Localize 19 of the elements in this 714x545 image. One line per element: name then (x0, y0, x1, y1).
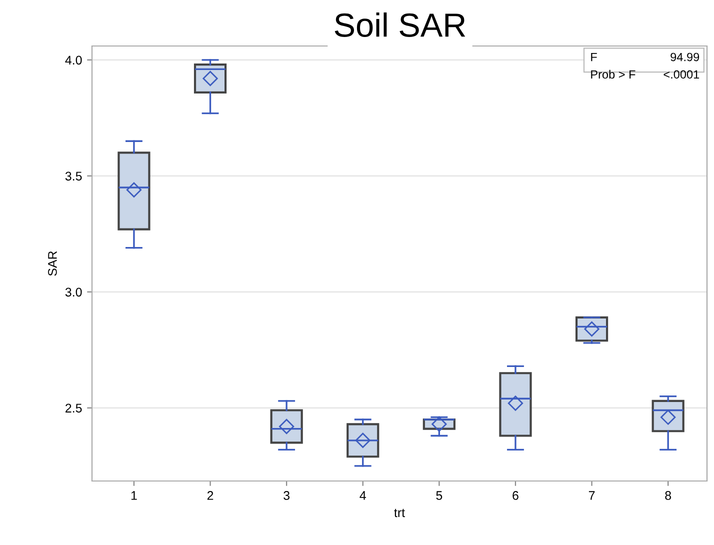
y-tick-label: 3.5 (65, 172, 82, 181)
annotation: <.0001 (664, 70, 700, 79)
annotation: F (591, 52, 597, 62)
x-tick-label: 1 (131, 491, 137, 500)
x-tick-label: 7 (588, 491, 595, 500)
chart-title: Soil SAR (334, 12, 466, 37)
x-tick-label: 5 (436, 491, 442, 500)
y-axis-title: SAR (48, 251, 57, 276)
x-tick-label: 2 (207, 491, 214, 500)
y-tick-label: 3.0 (65, 288, 82, 297)
x-tick-label: 4 (360, 491, 366, 500)
y-tick-label: 2.5 (66, 404, 82, 413)
y-tick-label: 4.0 (65, 56, 82, 65)
x-tick-label: 6 (512, 491, 518, 500)
x-tick-label: 3 (284, 491, 290, 500)
x-axis-title: trt (394, 508, 405, 518)
annotation: 94.99 (670, 52, 700, 62)
annotation: Prob > F (591, 70, 636, 79)
x-tick-label: 8 (665, 491, 672, 500)
